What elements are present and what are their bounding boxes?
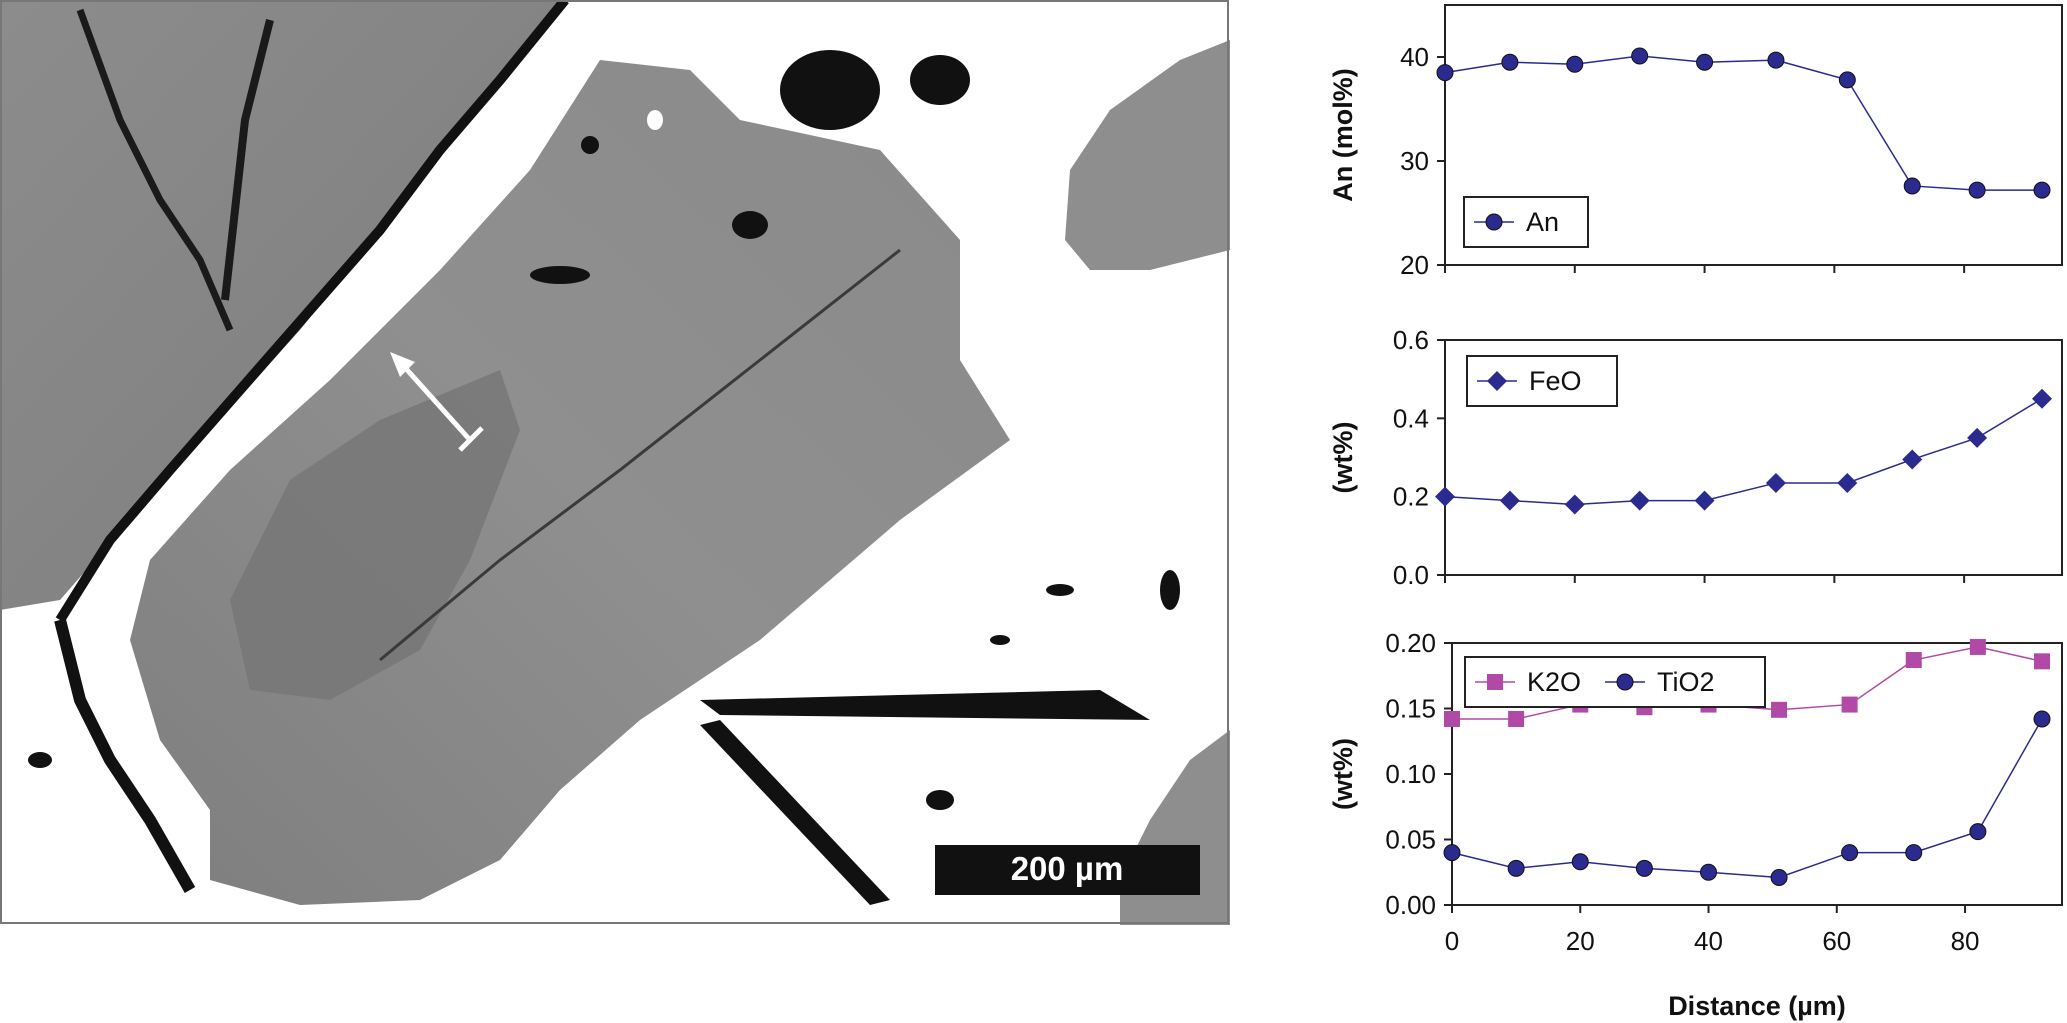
chart-3-series-TiO2-point bbox=[1770, 868, 1788, 886]
chart-2-series-FeO-point bbox=[2032, 388, 2052, 409]
chart-3-ytick-label: 0.15 bbox=[1385, 694, 1436, 724]
chart-3-ytick-label: 0.05 bbox=[1385, 825, 1436, 855]
crystal-crack bbox=[379, 248, 901, 662]
chart-3-series-TiO2-point bbox=[2033, 710, 2051, 728]
chart-1-series-An-line bbox=[1444, 55, 2042, 191]
chart-3-series-TiO2-point bbox=[1700, 863, 1718, 881]
chart-3-ytick-label: 0.20 bbox=[1385, 628, 1436, 658]
chart-3-legend-K2O-marker bbox=[1487, 674, 1503, 690]
chart-2-legend-FeO-label: FeO bbox=[1529, 366, 1582, 396]
chart-1-legend-An-marker bbox=[1485, 213, 1503, 231]
bright-inclusion bbox=[647, 110, 663, 130]
chart-2-series-FeO-point bbox=[1564, 494, 1585, 515]
chart-2-series-FeO-line bbox=[1444, 398, 2043, 506]
chart-1-series-An-point bbox=[1436, 64, 1454, 82]
chart-3-series-K2O-point bbox=[1508, 710, 1525, 727]
chart-2-legend-FeO-marker bbox=[1487, 371, 1507, 391]
grain-boundary-lower bbox=[54, 618, 196, 893]
chart-2-series-FeO-point bbox=[1629, 490, 1650, 511]
chart-3-legend-TiO2-marker bbox=[1616, 673, 1634, 691]
chart-3-series-TiO2-point bbox=[1507, 859, 1525, 877]
chart-3-xtick-label: 80 bbox=[1951, 926, 1980, 956]
chart-3-series-TiO2-point bbox=[1969, 823, 1987, 841]
grain-boundary bbox=[55, 0, 569, 623]
bse-micrograph: 200 µm bbox=[0, 0, 1230, 925]
chart-2-series-FeO-point bbox=[1967, 427, 1988, 448]
left-grain-crack bbox=[76, 8, 234, 332]
dark-zone bbox=[230, 370, 520, 700]
chart-3-series-K2O-point bbox=[1905, 652, 1922, 669]
chart-3-xlabel: Distance (µm) bbox=[1668, 991, 1846, 1021]
chart-1-series-An-point bbox=[1903, 177, 1921, 195]
chart-3-xtick-label: 0 bbox=[1445, 926, 1459, 956]
chart-1-legend-An-label: An bbox=[1526, 207, 1559, 237]
traverse-arrow bbox=[398, 360, 472, 442]
traverse-end-bar bbox=[458, 426, 484, 452]
chart-3-series-K2O-point bbox=[1969, 638, 1986, 655]
chart-2-series-FeO-point bbox=[1902, 449, 1923, 470]
chart-2-ytick-label: 0.0 bbox=[1393, 560, 1429, 590]
chart-1-series-An-point bbox=[1501, 53, 1519, 71]
chart-3-ytick-label: 0.00 bbox=[1385, 890, 1436, 920]
chart-2-series-FeO-point bbox=[1765, 472, 1786, 493]
chart-3-xtick-label: 60 bbox=[1822, 926, 1851, 956]
chart-2-series-FeO-point bbox=[1694, 490, 1715, 511]
chart-3-legend-TiO2-label: TiO2 bbox=[1657, 667, 1715, 697]
chart-1-series-An-point bbox=[1968, 181, 1986, 199]
chart-1-ytick-label: 30 bbox=[1400, 146, 1429, 176]
chart-3-series-TiO2-point bbox=[1571, 853, 1589, 871]
right-grain bbox=[1065, 40, 1230, 270]
chart-3-ylabel: (wt%) bbox=[1328, 738, 1358, 810]
chart-3-series-K2O-point bbox=[1841, 696, 1858, 713]
chart-1-series-An-point bbox=[1838, 71, 1856, 89]
chart-2-ylabel: (wt%) bbox=[1328, 422, 1358, 494]
chart-3-series-K2O-point bbox=[1771, 701, 1788, 718]
chart-3-series-TiO2-line bbox=[1451, 718, 2043, 879]
pores bbox=[28, 50, 1180, 905]
chart-3-xtick-label: 20 bbox=[1566, 926, 1595, 956]
chart-1-ylabel: An (mol%) bbox=[1328, 68, 1358, 201]
chart-2-ytick-label: 0.6 bbox=[1393, 325, 1429, 355]
traverse-arrowhead bbox=[390, 352, 415, 377]
left-grain-crack-2 bbox=[221, 19, 274, 301]
chart-1-ytick-label: 20 bbox=[1400, 250, 1429, 280]
chart-3-series-K2O-point bbox=[1444, 710, 1460, 727]
chart-1-series-An-point bbox=[1767, 51, 1785, 69]
chart-3-legend-K2O-label: K2O bbox=[1527, 667, 1581, 697]
chart-1-series-An-point bbox=[2033, 181, 2051, 199]
chart-2-series-FeO-point bbox=[1837, 472, 1858, 493]
main-crystal bbox=[130, 60, 1010, 905]
chart-3-series-TiO2-point bbox=[1443, 844, 1461, 862]
scale-bar-label: 200 µm bbox=[1011, 850, 1124, 887]
image-frame bbox=[0, 0, 1229, 924]
chart-1-series-An-point bbox=[1631, 47, 1649, 65]
chart-1-frame bbox=[1444, 4, 2063, 266]
chart-2-ytick-label: 0.2 bbox=[1393, 482, 1429, 512]
chart-1-ytick-label: 40 bbox=[1400, 42, 1429, 72]
scale-bar bbox=[935, 845, 1200, 895]
chart-3-ytick-label: 0.10 bbox=[1385, 759, 1436, 789]
chart-2-ytick-label: 0.4 bbox=[1393, 403, 1429, 433]
chart-2-frame bbox=[1444, 339, 2063, 576]
chart-3-series-TiO2-point bbox=[1841, 844, 1859, 862]
chart-2-series-FeO-point bbox=[1499, 490, 1520, 511]
chart-3-series-TiO2-point bbox=[1905, 844, 1923, 862]
chart-1-series-An-point bbox=[1566, 55, 1584, 73]
chart-3-series-K2O-point bbox=[2034, 653, 2050, 670]
chart-1-series-An-point bbox=[1696, 53, 1714, 71]
chart-3-series-TiO2-point bbox=[1635, 859, 1653, 877]
chart-3-xtick-label: 40 bbox=[1694, 926, 1723, 956]
chart-2-series-FeO-point bbox=[1435, 486, 1455, 507]
